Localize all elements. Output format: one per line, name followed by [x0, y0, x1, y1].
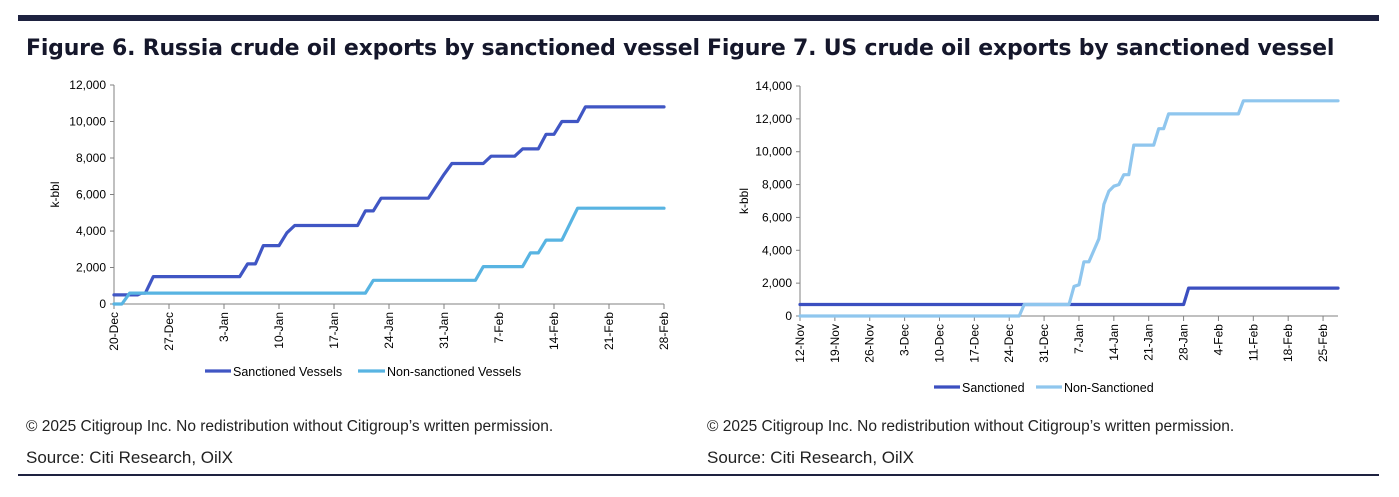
- x-tick-label: 3-Jan: [217, 312, 231, 342]
- y-tick-label: 0: [99, 297, 106, 311]
- x-tick-label: 27-Dec: [162, 312, 176, 351]
- y-tick-label: 2,000: [762, 276, 792, 290]
- figure-7-panel: Figure 7. US crude oil exports by sancti…: [690, 0, 1399, 497]
- x-tick-label: 14-Feb: [547, 312, 561, 350]
- x-tick-label: 10-Jan: [272, 312, 286, 349]
- x-tick-label: 3-Dec: [898, 324, 912, 356]
- y-tick-label: 8,000: [762, 178, 792, 192]
- y-tick-label: 10,000: [69, 115, 106, 129]
- x-tick-label: 17-Jan: [327, 312, 341, 349]
- top-rule: [18, 15, 1379, 21]
- figure-7-title: Figure 7. US crude oil exports by sancti…: [707, 36, 1335, 61]
- y-tick-label: 12,000: [69, 78, 106, 92]
- figure-7-source: Source: Citi Research, OilX: [707, 448, 914, 467]
- bottom-rule: [18, 474, 1379, 476]
- series-line-non-sanctioned: [798, 99, 1340, 318]
- series-line-sanctioned-vessels: [112, 105, 666, 297]
- legend-label: Sanctioned: [962, 381, 1025, 395]
- y-axis-title: k-bbl: [48, 181, 62, 207]
- x-tick-label: 7-Feb: [492, 312, 506, 344]
- y-tick-label: 6,000: [76, 188, 106, 202]
- legend-label: Sanctioned Vessels: [233, 365, 342, 379]
- y-tick-label: 10,000: [755, 145, 792, 159]
- x-tick-label: 28-Feb: [657, 312, 671, 350]
- y-tick-label: 12,000: [755, 112, 792, 126]
- x-tick-label: 28-Jan: [1177, 324, 1191, 361]
- x-tick-label: 12-Nov: [793, 324, 807, 363]
- x-tick-label: 20-Dec: [107, 312, 121, 351]
- x-tick-label: 18-Feb: [1281, 324, 1295, 362]
- x-tick-label: 21-Feb: [602, 312, 616, 350]
- x-tick-label: 14-Jan: [1107, 324, 1121, 361]
- x-tick-label: 21-Jan: [1142, 324, 1156, 361]
- figure-6-source: Source: Citi Research, OilX: [26, 448, 233, 467]
- x-tick-label: 19-Nov: [828, 324, 842, 363]
- y-tick-label: 8,000: [76, 151, 106, 165]
- x-tick-label: 24-Jan: [382, 312, 396, 349]
- x-tick-label: 7-Jan: [1072, 324, 1086, 354]
- figure-6-chart: 0 2,000 4,000 6,000 8,000 10,000 12,000 20-Dec 2…: [48, 78, 671, 379]
- series-line-sanctioned: [798, 286, 1340, 307]
- x-tick-label: 17-Dec: [967, 324, 981, 363]
- x-tick-label: 11-Feb: [1246, 324, 1260, 361]
- y-tick-label: 6,000: [762, 210, 792, 224]
- legend-label: Non-Sanctioned: [1064, 381, 1154, 395]
- x-tick-label: 31-Jan: [437, 312, 451, 349]
- figure-6-title: Figure 6. Russia crude oil exports by sa…: [26, 36, 700, 61]
- x-tick-label: 24-Dec: [1002, 324, 1016, 363]
- y-tick-label: 14,000: [755, 79, 792, 93]
- y-axis-title: k-bbl: [737, 188, 751, 214]
- legend-label: Non-sanctioned Vessels: [387, 365, 521, 379]
- x-tick-label: 26-Nov: [863, 324, 877, 363]
- y-tick-label: 4,000: [76, 224, 106, 238]
- figure-7-chart: 0 2,000 4,000 6,000 8,000 10,000 12,000 14,000 1…: [737, 79, 1340, 395]
- x-tick-label: 10-Dec: [932, 324, 946, 363]
- series-line-non-sanctioned-vessels: [112, 206, 666, 306]
- figure-7-copyright: © 2025 Citigroup Inc. No redistribution …: [707, 418, 1235, 435]
- x-tick-label: 4-Feb: [1211, 324, 1225, 356]
- y-tick-label: 2,000: [76, 261, 106, 275]
- x-tick-label: 25-Feb: [1316, 324, 1330, 362]
- y-tick-label: 0: [785, 309, 792, 323]
- y-tick-label: 4,000: [762, 243, 792, 257]
- figure-6-panel: Figure 6. Russia crude oil exports by sa…: [0, 0, 700, 497]
- x-tick-label: 31-Dec: [1037, 324, 1051, 363]
- figure-6-copyright: © 2025 Citigroup Inc. No redistribution …: [26, 418, 554, 435]
